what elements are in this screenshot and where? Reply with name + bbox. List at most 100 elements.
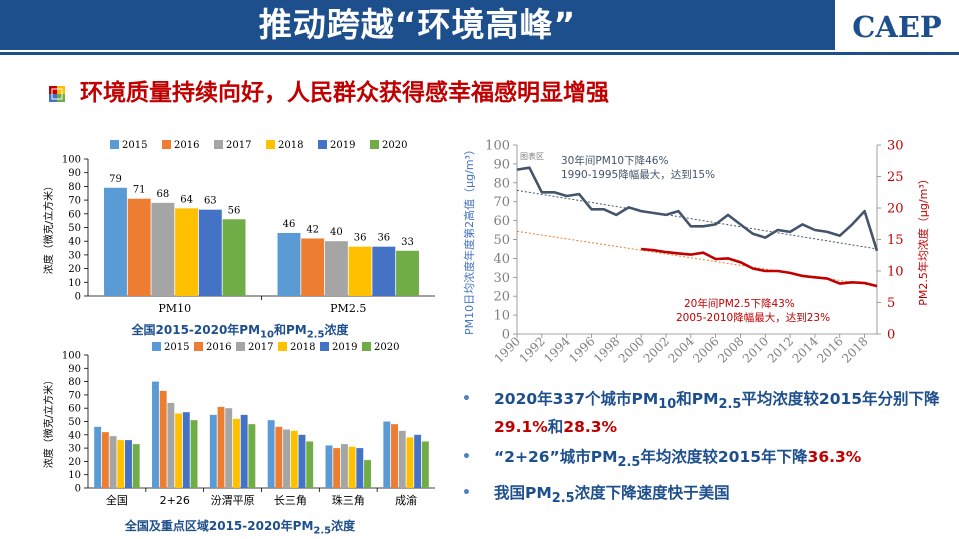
y-tick-label: 60 (68, 404, 81, 415)
y-tick-label: 40 (493, 252, 510, 267)
bar (414, 434, 422, 488)
x-tick-label: 2004 (665, 334, 697, 366)
bullet-dot-icon: • (462, 449, 471, 466)
bar (117, 440, 125, 488)
bar (383, 421, 391, 488)
y-tick-label: 50 (68, 417, 81, 428)
legend-label: 2018 (278, 140, 303, 151)
bar (356, 448, 364, 488)
y-tick-label: 60 (493, 214, 510, 229)
y-tick-label: 30 (493, 271, 510, 286)
legend-swatch (152, 342, 161, 351)
legend-label: 2017 (248, 342, 273, 353)
legend-label: 2015 (164, 342, 189, 353)
y-tick-label: 10 (493, 309, 510, 324)
x-tick-label: 1992 (516, 334, 547, 365)
y-tick-label: 100 (62, 351, 81, 362)
y-tick-label: 70 (493, 195, 510, 210)
x-tick-label: 成渝 (395, 493, 417, 507)
bar (167, 402, 175, 488)
bar (175, 208, 199, 296)
x-tick-label: 2008 (715, 334, 746, 365)
chart1-caption: 全国2015-2020年PM10和PM2.5浓度 (131, 323, 349, 341)
y2-axis-label: PM2.5年均浓度（μg/m³） (916, 173, 930, 305)
bar (175, 413, 183, 488)
data-label: 56 (228, 205, 241, 216)
caep-logo: CAEP (835, 0, 959, 50)
legend-swatch (110, 140, 119, 149)
legend-swatch (318, 140, 327, 149)
bar (298, 434, 306, 488)
y-tick-label: 70 (68, 196, 81, 207)
bar (190, 420, 198, 488)
bar (348, 246, 372, 296)
y2-tick-label: 20 (887, 202, 904, 217)
bar (104, 187, 127, 296)
y-axis-label: 浓度（微克/立方米） (42, 375, 55, 468)
bar (209, 414, 217, 488)
x-tick-label: 2016 (814, 334, 845, 365)
bar (198, 209, 222, 296)
x-tick-label: 2014 (790, 334, 822, 366)
y-tick-label: 50 (68, 223, 81, 234)
finding-2: • “2+26”城市PM2.5年均浓度较2015年下降36.3% (462, 448, 862, 471)
trend-line (516, 230, 878, 287)
bar (217, 406, 225, 488)
bar (333, 448, 341, 488)
y-tick-label: 60 (68, 209, 81, 220)
y-tick-label: 80 (493, 176, 510, 191)
x-tick-label: 2+26 (160, 494, 190, 507)
bar (132, 444, 140, 488)
y-axis-label: PM10日均浓度年度第2高值（μg/m³） (462, 144, 476, 335)
y-tick-label: 20 (68, 457, 81, 468)
bar (267, 420, 275, 488)
bar (277, 232, 301, 296)
x-tick-label: 全国 (106, 493, 128, 507)
data-label: 36 (354, 233, 367, 244)
bar (248, 424, 256, 488)
y2-tick-label: 15 (887, 233, 904, 248)
legend-swatch (278, 342, 287, 351)
x-tick-label: 珠三角 (332, 493, 365, 507)
data-label: 36 (377, 233, 390, 244)
legend-swatch (194, 342, 203, 351)
legend-swatch (162, 140, 171, 149)
y-tick-label: 10 (68, 470, 81, 481)
bar (283, 429, 291, 488)
legend-label: 2019 (332, 342, 357, 353)
legend-swatch (214, 140, 223, 149)
legend-swatch (266, 140, 275, 149)
x-tick-label: PM10 (158, 302, 191, 315)
y-tick-label: 90 (493, 157, 510, 172)
chart-us-pm-trend: 0102030405060708090100051015202530199019… (462, 139, 930, 366)
data-label: 71 (133, 185, 146, 196)
data-label: 79 (109, 174, 122, 185)
series-line-PM2.5 (640, 247, 878, 288)
x-tick-label: 1994 (541, 334, 573, 366)
y-tick-label: 20 (493, 290, 510, 305)
x-tick-label: 2006 (690, 334, 721, 365)
bar (348, 446, 356, 488)
finding-3: • 我国PM2.5浓度下降速度快于美国 (462, 484, 730, 507)
bar (421, 441, 429, 488)
y-tick-label: 80 (68, 377, 81, 388)
data-label: 40 (330, 227, 343, 238)
bar (398, 430, 406, 488)
bar (125, 440, 132, 488)
y-tick-label: 10 (68, 278, 81, 289)
series-line-PM10 (516, 166, 879, 252)
x-tick-label: 汾渭平原 (211, 494, 255, 507)
y-tick-label: 90 (68, 168, 81, 179)
chart-national-pm-bars: 0 10 20 30 40 50 60 70 80 90 100 浓度（微克/立方米） 79 71 68 64… (42, 140, 435, 315)
bar (159, 390, 167, 488)
y2-tick-label: 25 (887, 170, 904, 185)
legend-swatch (362, 342, 371, 351)
y2-tick-label: 10 (887, 265, 904, 280)
bar (364, 460, 371, 488)
y-tick-label: 30 (68, 444, 81, 455)
x-tick-label: 2012 (765, 334, 796, 365)
legend-swatch (320, 342, 329, 351)
annotation-line: 20年间PM2.5下降43% (684, 297, 795, 310)
x-tick-label: 1998 (591, 334, 622, 365)
bar (324, 241, 348, 296)
